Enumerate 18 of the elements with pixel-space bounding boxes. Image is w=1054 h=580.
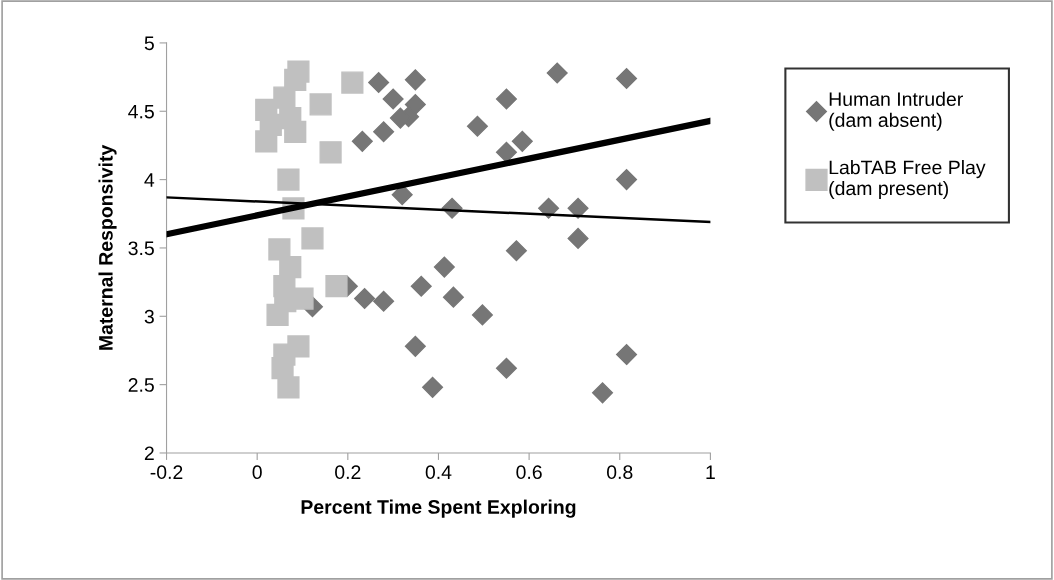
x-tick-label: 0.2 [335, 465, 361, 480]
legend-label: Human Intruder (dam absent) [829, 91, 963, 131]
y-tick-label: 3 [144, 309, 154, 324]
x-tick-label: -0.2 [150, 465, 183, 480]
x-tick-label: 0 [252, 465, 262, 480]
y-tick-label: 3.5 [128, 241, 154, 256]
y-tick-label: 4 [144, 173, 155, 187]
y-axis-title: Maternal Responsivity [98, 144, 117, 350]
y-tick-label: 2 [144, 446, 154, 461]
y-tick-label: 4.5 [128, 104, 154, 119]
y-tick-label: 2.5 [128, 378, 154, 392]
x-tick-label: 1 [706, 465, 715, 479]
x-tick-label: 0.6 [516, 465, 542, 480]
x-tick-label: 0.4 [425, 465, 452, 480]
x-axis-title: Percent Time Spent Exploring [301, 499, 576, 518]
y-tick-label: 5 [144, 36, 154, 51]
legend-label: LabTAB Free Play (dam present) [829, 160, 986, 200]
x-tick-label: 0.8 [607, 465, 633, 480]
